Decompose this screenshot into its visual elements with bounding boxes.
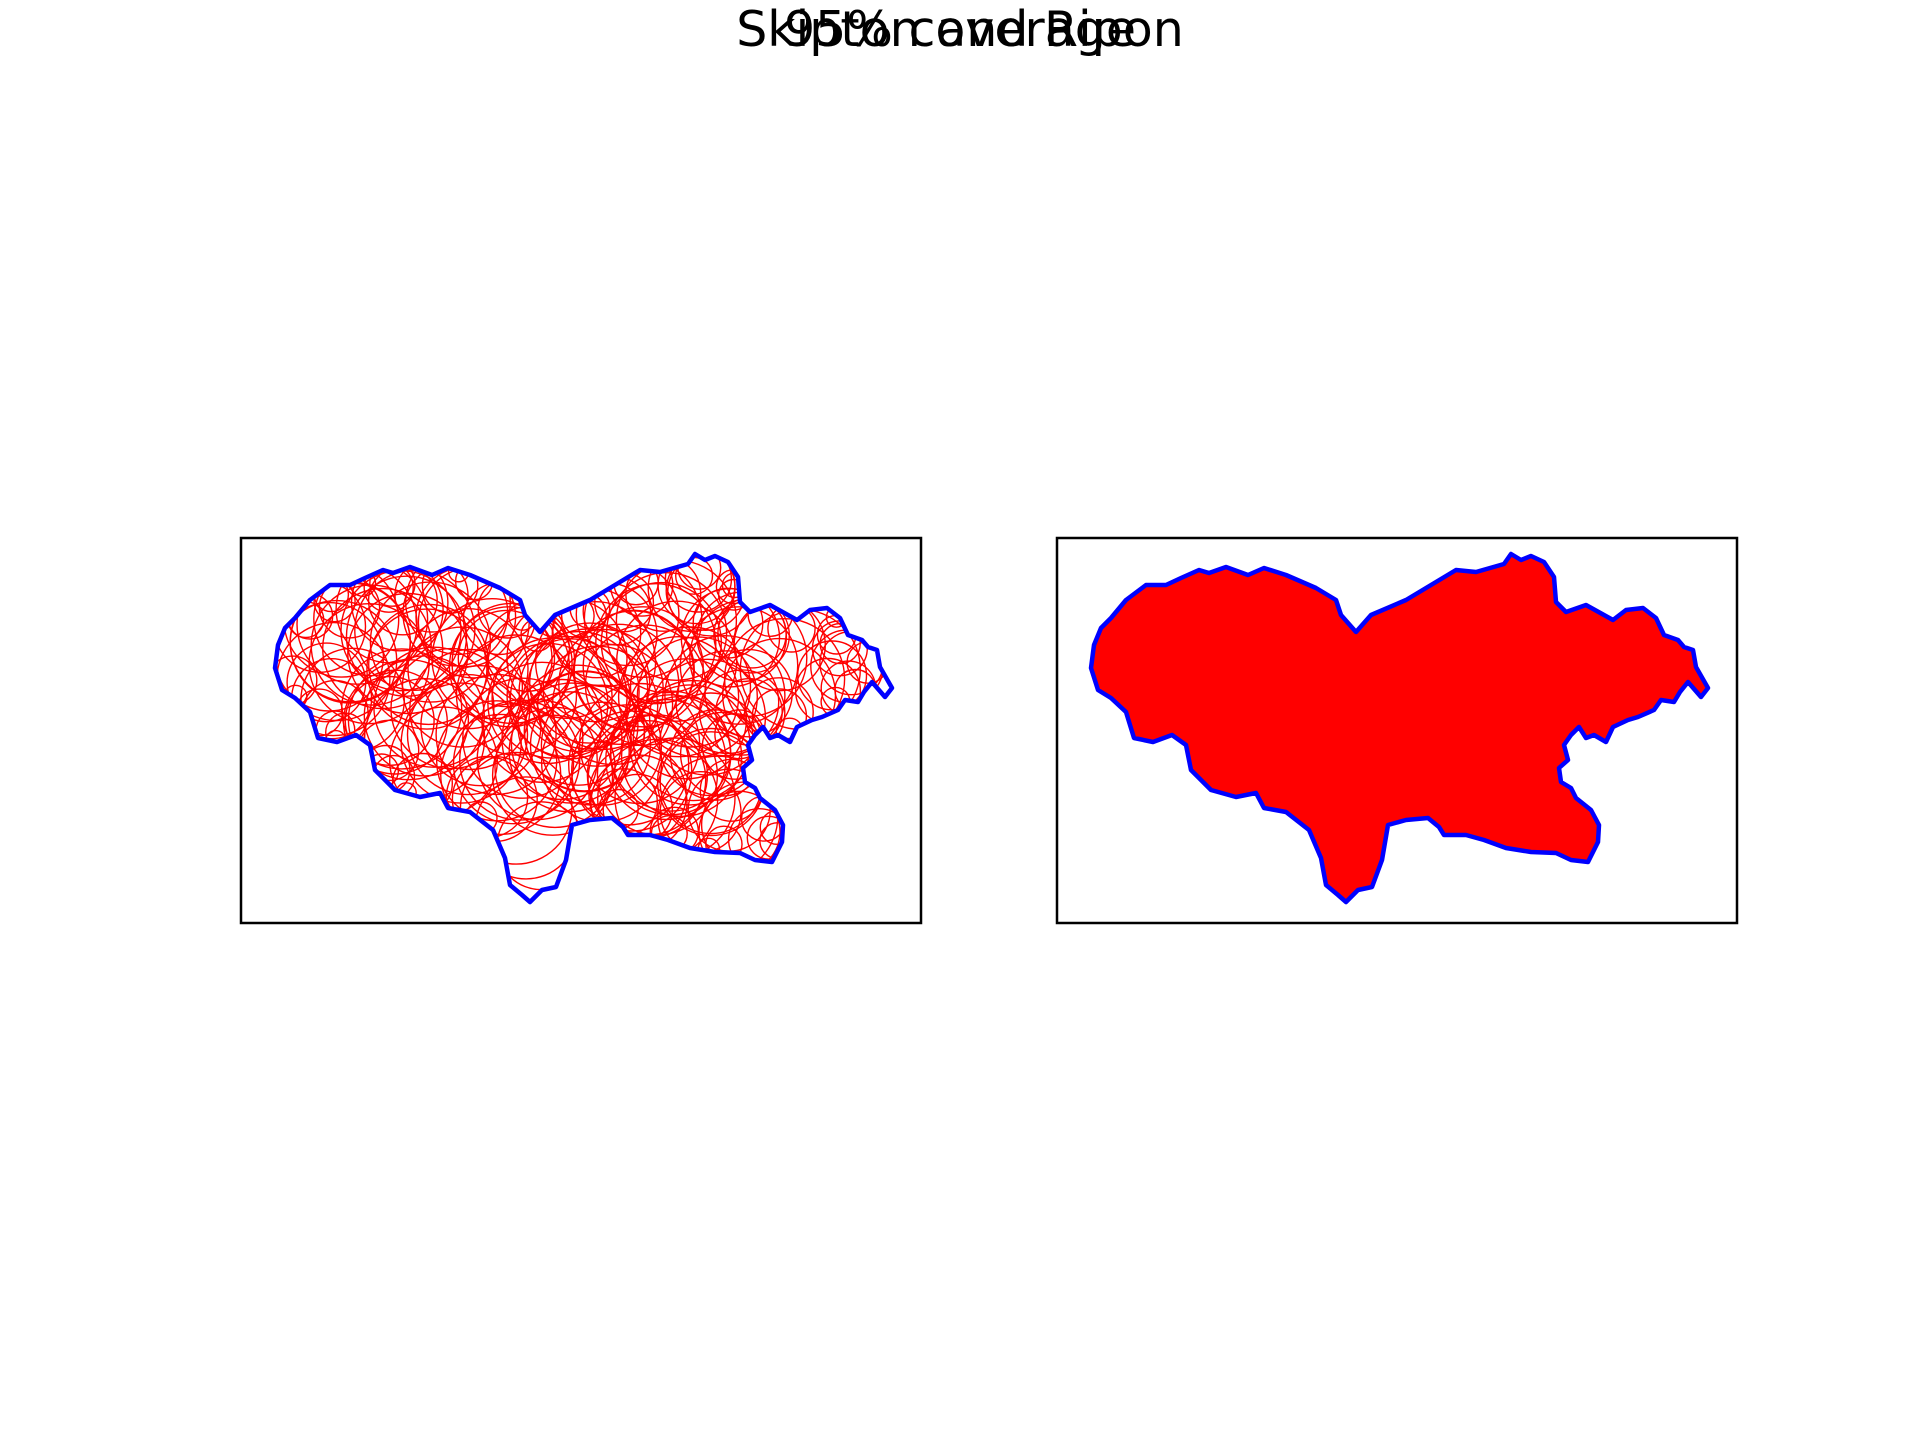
coverage-circle — [517, 664, 639, 786]
coverage-circle — [462, 677, 584, 799]
coverage-circle — [647, 554, 736, 633]
coverage-circle — [407, 608, 529, 730]
right-panel-frame — [1055, 536, 1739, 925]
coverage-fill — [1091, 554, 1708, 902]
constituency-boundary-left — [272, 551, 895, 905]
coverage-circle — [600, 581, 722, 704]
coverage-circle — [617, 636, 740, 758]
coverage-circle — [679, 606, 799, 725]
coverage-circle — [523, 670, 645, 792]
coverage-circle — [571, 710, 693, 832]
coverage-circle — [529, 622, 651, 744]
coverage-circle — [476, 698, 598, 821]
coverage-circle — [286, 642, 367, 723]
figure-subtitle: 95% coverage — [784, 1, 1136, 58]
coverage-circle — [406, 673, 529, 796]
coverage-circle — [436, 700, 558, 822]
coverage-circle — [534, 601, 657, 723]
coverage-circle — [409, 648, 531, 771]
coverage-circle — [704, 648, 793, 738]
right-panel — [1055, 536, 1739, 925]
coverage-circle — [605, 698, 727, 821]
coverage-circle — [573, 609, 695, 731]
coverage-circle — [400, 682, 522, 804]
coverage-circle — [366, 608, 488, 730]
coverage-circle — [451, 602, 573, 725]
coverage-circle — [494, 706, 616, 829]
left-panel — [239, 536, 923, 925]
coverage-circle — [568, 704, 690, 826]
coverage-circles — [275, 554, 890, 891]
figure-title: Skipton and Ripon — [736, 1, 1184, 58]
constituency-boundary-right — [1088, 551, 1711, 905]
coverage-circle — [457, 609, 556, 708]
coverage-circle — [491, 714, 614, 836]
coverage-circle — [616, 600, 738, 722]
coverage-circle — [310, 584, 432, 706]
coverage-circle — [481, 661, 603, 783]
left-panel-frame — [239, 536, 923, 925]
coverage-circle — [368, 603, 490, 726]
coverage-circle — [345, 575, 468, 697]
coverage-circle — [508, 691, 630, 813]
coverage-circle — [373, 646, 495, 768]
coverage-circle — [698, 669, 786, 756]
coverage-circle — [610, 694, 732, 816]
coverage-circle — [664, 554, 733, 613]
